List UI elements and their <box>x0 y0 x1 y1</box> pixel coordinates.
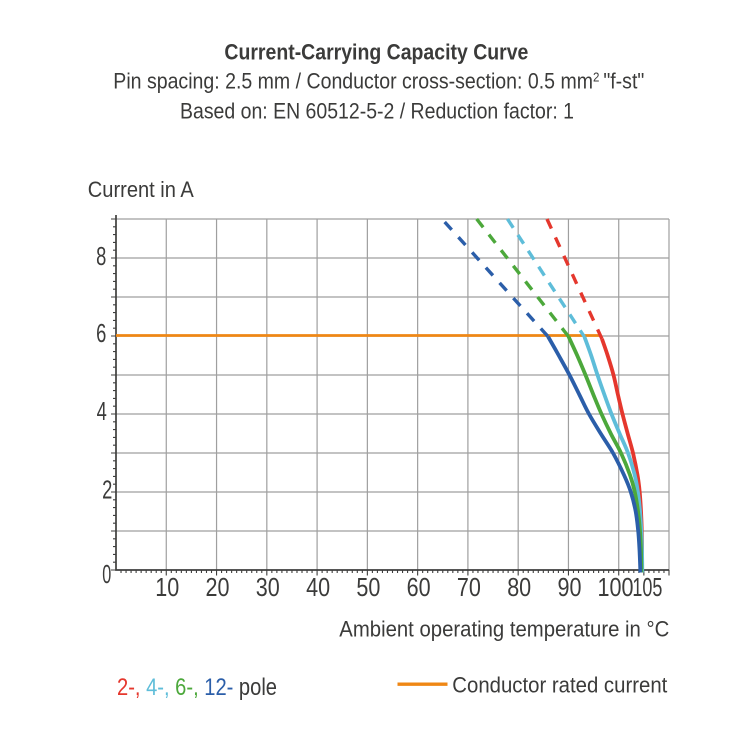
svg-text:10: 10 <box>155 574 179 602</box>
svg-text:Pin spacing: 2.5 mm / Conducto: Pin spacing: 2.5 mm / Conductor cross-se… <box>113 68 644 93</box>
svg-text:Current in A: Current in A <box>88 177 194 202</box>
svg-text:Conductor rated current: Conductor rated current <box>452 673 667 698</box>
svg-text:2-, 4-, 6-, 12- pole: 2-, 4-, 6-, 12- pole <box>117 674 277 701</box>
svg-text:60: 60 <box>407 574 431 602</box>
svg-text:40: 40 <box>306 574 330 602</box>
svg-text:Based on: EN 60512-5-2 / Reduc: Based on: EN 60512-5-2 / Reduction facto… <box>180 98 574 123</box>
svg-text:100: 100 <box>598 574 634 602</box>
svg-text:105: 105 <box>632 574 662 602</box>
svg-text:2: 2 <box>102 477 112 505</box>
svg-text:30: 30 <box>256 574 280 602</box>
svg-text:6: 6 <box>96 320 106 348</box>
svg-text:70: 70 <box>457 574 481 602</box>
svg-text:4: 4 <box>97 398 107 426</box>
svg-text:Ambient operating temperature: Ambient operating temperature in °C <box>339 616 669 641</box>
svg-text:8: 8 <box>96 243 106 271</box>
svg-text:80: 80 <box>507 574 531 602</box>
svg-text:Current-Carrying Capacity Curv: Current-Carrying Capacity Curve <box>224 40 528 65</box>
svg-text:0: 0 <box>102 561 111 589</box>
svg-text:90: 90 <box>558 574 582 602</box>
svg-text:50: 50 <box>356 574 380 602</box>
svg-text:20: 20 <box>206 574 230 602</box>
